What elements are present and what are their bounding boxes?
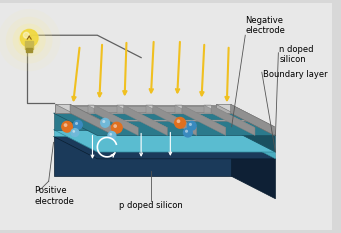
Circle shape — [62, 121, 73, 132]
Circle shape — [18, 29, 40, 51]
Polygon shape — [94, 105, 138, 135]
Circle shape — [24, 32, 29, 38]
Polygon shape — [54, 113, 276, 135]
Circle shape — [20, 29, 38, 47]
Polygon shape — [84, 120, 262, 121]
Circle shape — [175, 117, 186, 128]
Polygon shape — [70, 104, 114, 135]
Polygon shape — [54, 130, 232, 137]
Polygon shape — [54, 137, 276, 159]
Polygon shape — [88, 105, 138, 128]
Polygon shape — [117, 105, 167, 128]
Bar — [26, 48, 32, 52]
Circle shape — [75, 122, 78, 125]
Polygon shape — [56, 105, 231, 113]
Polygon shape — [56, 104, 114, 127]
Circle shape — [183, 128, 192, 137]
Text: Positive
electrode: Positive electrode — [34, 186, 74, 206]
Bar — [25, 41, 33, 49]
Circle shape — [109, 133, 112, 136]
Text: p doped silicon: p doped silicon — [119, 201, 183, 210]
Polygon shape — [232, 137, 276, 199]
Polygon shape — [231, 104, 275, 135]
Polygon shape — [175, 105, 226, 128]
Circle shape — [187, 121, 196, 130]
Polygon shape — [70, 113, 247, 114]
Polygon shape — [204, 105, 255, 128]
Polygon shape — [146, 105, 197, 128]
Circle shape — [101, 118, 109, 127]
Polygon shape — [54, 137, 232, 176]
Polygon shape — [153, 105, 197, 135]
Polygon shape — [146, 105, 153, 113]
Polygon shape — [175, 105, 182, 113]
Circle shape — [73, 120, 82, 129]
Polygon shape — [123, 105, 167, 135]
Polygon shape — [54, 113, 232, 130]
Circle shape — [102, 120, 105, 123]
Circle shape — [6, 17, 53, 63]
Polygon shape — [56, 104, 70, 113]
Circle shape — [64, 123, 68, 127]
Polygon shape — [56, 105, 233, 106]
Polygon shape — [117, 105, 123, 113]
Circle shape — [113, 124, 117, 128]
Polygon shape — [232, 130, 276, 159]
Polygon shape — [182, 105, 226, 135]
Polygon shape — [88, 105, 94, 113]
Circle shape — [177, 119, 180, 123]
Circle shape — [112, 122, 122, 133]
Circle shape — [108, 132, 116, 139]
Circle shape — [13, 24, 46, 57]
Circle shape — [72, 130, 75, 133]
Polygon shape — [232, 113, 276, 152]
Circle shape — [189, 123, 192, 126]
Polygon shape — [216, 104, 275, 127]
Polygon shape — [216, 104, 231, 113]
Text: n doped
silicon: n doped silicon — [279, 45, 314, 64]
Polygon shape — [204, 105, 211, 113]
Circle shape — [185, 130, 188, 133]
Text: Boundary layer: Boundary layer — [263, 70, 327, 79]
Polygon shape — [54, 130, 276, 152]
Text: Negative
electrode: Negative electrode — [245, 16, 285, 35]
Circle shape — [71, 129, 79, 137]
Circle shape — [0, 9, 60, 71]
Polygon shape — [211, 105, 255, 135]
